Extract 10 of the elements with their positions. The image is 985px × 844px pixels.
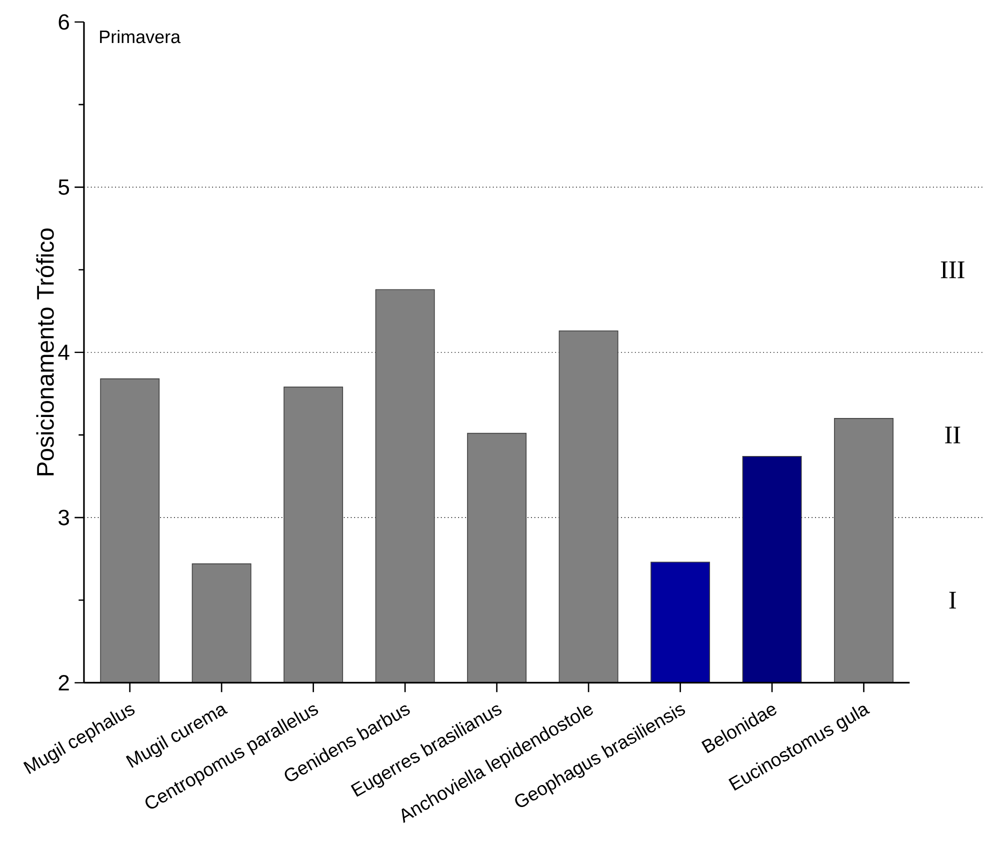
y-tick-label: 2 bbox=[58, 675, 69, 691]
chart-title: Primavera bbox=[100, 30, 181, 44]
ref-line-label: II bbox=[945, 426, 960, 444]
ref-line-label: III bbox=[940, 262, 964, 278]
ref-line-label: I bbox=[949, 592, 956, 609]
y-tick-label: 4 bbox=[58, 344, 70, 360]
y-tick-label: 5 bbox=[58, 180, 70, 195]
y-tick-label: 3 bbox=[58, 510, 69, 526]
y-axis-title: Posicionamento Trófico bbox=[36, 228, 54, 476]
y-tick-label: 6 bbox=[58, 14, 69, 30]
